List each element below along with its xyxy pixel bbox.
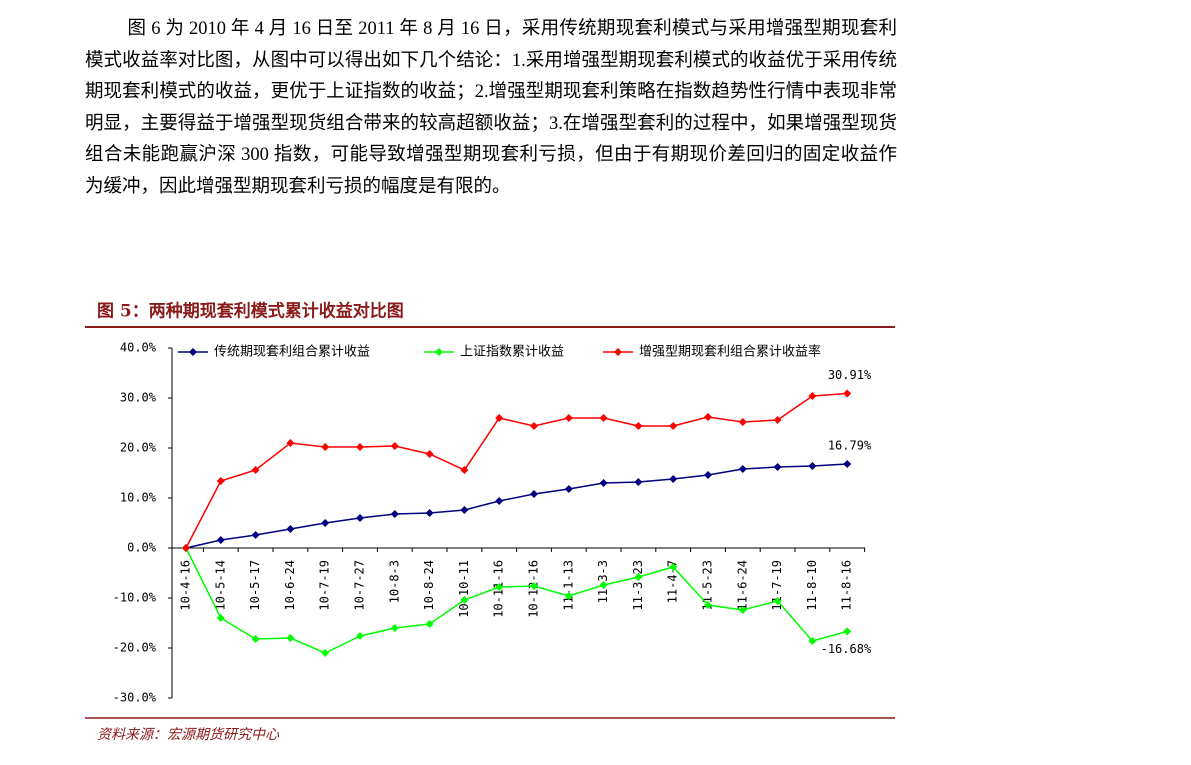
point — [321, 443, 330, 451]
series-line — [185, 547, 848, 654]
data-label: 30.91% — [828, 368, 872, 382]
point — [599, 581, 608, 589]
point — [286, 439, 295, 447]
x-tick-label: 11-7-19 — [770, 560, 784, 611]
point — [251, 635, 260, 643]
point — [460, 506, 469, 514]
legend-label: 增强型期现套利组合累计收益率 — [639, 344, 821, 360]
x-tick-label: 10-5-14 — [213, 560, 227, 611]
paragraph: 图 6 为 2010 年 4 月 16 日至 2011 年 8 月 16 日，采… — [85, 19, 897, 197]
y-tick-label: -30.0% — [113, 691, 157, 705]
y-tick-label: -20.0% — [113, 641, 157, 655]
point — [773, 463, 782, 471]
point — [286, 634, 295, 642]
point — [460, 466, 469, 474]
series-line — [185, 463, 848, 549]
point — [216, 614, 225, 622]
point — [634, 422, 643, 430]
x-tick-label: 11-5-23 — [701, 560, 715, 611]
y-tick-label: 0.0% — [127, 541, 157, 555]
point — [321, 649, 330, 657]
point — [425, 509, 434, 517]
point — [738, 465, 747, 473]
x-tick-label: 11-8-10 — [805, 560, 819, 611]
point — [773, 597, 782, 605]
point — [634, 573, 643, 581]
point — [390, 510, 399, 518]
point — [251, 466, 260, 474]
y-tick-label: 10.0% — [120, 491, 157, 505]
point — [530, 422, 538, 430]
point — [808, 392, 817, 400]
figure-title: 图 5：两种期现套利模式累计收益对比图 — [97, 301, 404, 322]
point — [495, 497, 504, 505]
point — [495, 583, 504, 591]
point — [530, 582, 538, 590]
point — [495, 414, 504, 422]
x-tick-label: 11-6-24 — [735, 560, 749, 611]
point — [564, 414, 573, 422]
x-tick-label: 10-4-16 — [179, 560, 193, 611]
legend-marker — [435, 348, 443, 356]
x-tick-label: 11-8-16 — [840, 560, 854, 611]
point — [321, 519, 330, 527]
point — [738, 418, 747, 426]
y-tick-label: 20.0% — [120, 441, 157, 455]
point — [843, 627, 852, 636]
point — [390, 442, 399, 450]
point — [634, 478, 643, 486]
point — [704, 601, 712, 609]
point — [216, 477, 225, 485]
data-label: -16.68% — [821, 642, 872, 656]
legend-marker — [189, 348, 197, 356]
point — [808, 637, 817, 645]
point — [390, 624, 399, 632]
point — [564, 485, 573, 493]
point — [356, 632, 364, 640]
series-line — [185, 392, 848, 549]
point — [425, 620, 434, 628]
x-tick-label: 11-3-23 — [631, 560, 645, 611]
x-tick-label: 10-10-11 — [457, 560, 471, 618]
y-tick-label: 40.0% — [120, 341, 157, 355]
x-tick-label: 10-7-19 — [318, 560, 332, 611]
point — [425, 450, 434, 458]
point — [808, 462, 817, 470]
data-label: 16.79% — [828, 439, 872, 453]
point — [286, 525, 295, 533]
point — [530, 490, 538, 498]
legend-label: 上证指数累计收益 — [460, 345, 564, 360]
point — [599, 414, 608, 422]
point — [843, 460, 852, 469]
point — [182, 544, 190, 552]
y-tick-label: 30.0% — [120, 391, 157, 405]
x-tick-label: 10-7-27 — [353, 560, 367, 611]
x-tick-label: 10-8-3 — [387, 560, 401, 603]
point — [564, 592, 573, 600]
y-tick-label: -10.0% — [113, 591, 157, 605]
point — [843, 389, 852, 398]
point — [669, 563, 678, 571]
x-tick-label: 10-6-24 — [283, 560, 297, 611]
point — [669, 422, 678, 430]
point — [356, 514, 364, 522]
point — [704, 471, 712, 479]
x-tick-label: 10-5-17 — [248, 560, 262, 611]
legend-marker — [614, 348, 622, 356]
point — [356, 443, 364, 451]
figure-source: 资料来源：宏源期货研究中心 — [97, 727, 280, 743]
point — [738, 606, 747, 614]
legend-label: 传统期现套利组合累计收益 — [214, 344, 370, 360]
point — [599, 479, 608, 487]
x-tick-label: 10-8-24 — [422, 560, 436, 611]
point — [251, 531, 260, 539]
x-tick-label: 11-1-13 — [561, 560, 575, 611]
point — [773, 416, 782, 424]
point — [704, 413, 712, 421]
point — [216, 536, 225, 544]
point — [460, 596, 469, 604]
point — [669, 475, 678, 483]
